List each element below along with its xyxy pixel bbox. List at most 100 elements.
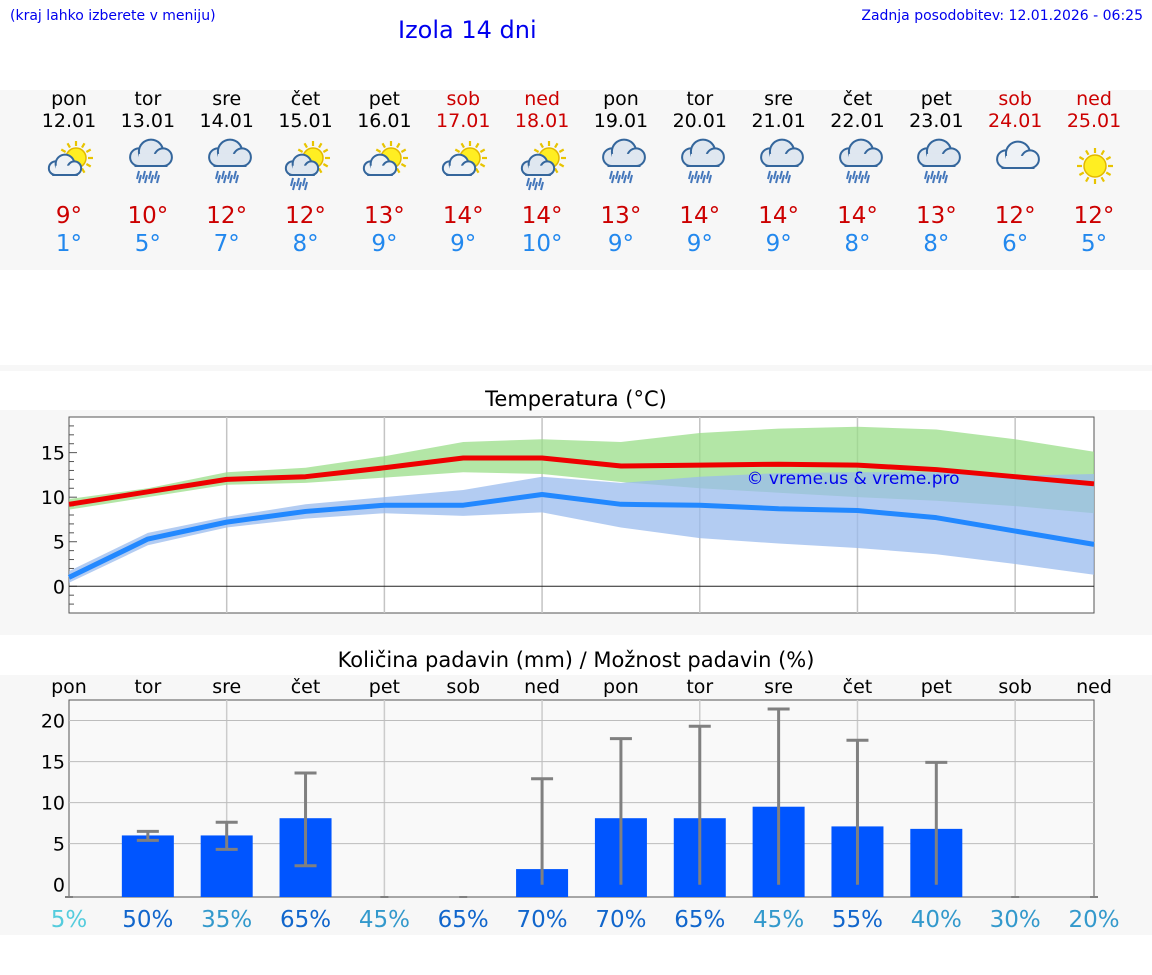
temp-max: 13° bbox=[600, 203, 642, 229]
rain-drop bbox=[141, 170, 146, 180]
min-temp-range bbox=[69, 472, 1094, 583]
rain-drop bbox=[865, 174, 870, 184]
day-date: 13.01 bbox=[120, 110, 176, 132]
sun-ray bbox=[1078, 171, 1085, 176]
sun-disc bbox=[1083, 154, 1107, 178]
temp-min: 8° bbox=[844, 231, 871, 257]
rain-drop bbox=[701, 174, 706, 184]
sun-ray bbox=[460, 142, 466, 149]
precip-probability: 55% bbox=[832, 907, 883, 933]
sun-ray bbox=[454, 148, 461, 153]
sun-ray bbox=[401, 148, 407, 153]
sun-ray bbox=[1078, 156, 1085, 161]
rain-drop bbox=[626, 170, 631, 180]
temp-max: 14° bbox=[679, 203, 721, 229]
rain-drop bbox=[220, 170, 225, 180]
rain-drop bbox=[155, 174, 160, 184]
day-column: ned 18.01 14° 10° bbox=[503, 88, 581, 258]
rain-cloud-icon bbox=[917, 138, 962, 184]
sun-ray bbox=[1105, 171, 1112, 176]
sun-ray bbox=[297, 148, 303, 153]
rain-drop bbox=[774, 174, 779, 184]
rain-drop bbox=[845, 170, 850, 180]
rain-drop bbox=[147, 170, 152, 180]
sun-ray bbox=[60, 148, 67, 153]
rain-drop bbox=[942, 170, 947, 180]
rain-drop bbox=[766, 170, 771, 180]
page-title: Izola 14 dni bbox=[398, 16, 537, 44]
day-name: sob bbox=[998, 88, 1032, 110]
day-column: sre 14.01 12° 7° bbox=[188, 88, 266, 258]
rain-drop bbox=[705, 170, 710, 180]
sun-ray bbox=[1085, 176, 1090, 183]
sun-ray bbox=[558, 148, 565, 153]
rain-drop bbox=[768, 174, 773, 184]
rain-drop bbox=[772, 170, 777, 180]
rain-drop bbox=[859, 174, 864, 184]
day-date: 25.01 bbox=[1066, 110, 1122, 132]
sun-ray bbox=[317, 167, 322, 174]
precip-bar bbox=[121, 835, 174, 897]
precip-probability: 65% bbox=[674, 907, 725, 933]
day-name: pet bbox=[368, 88, 400, 110]
rain-drop bbox=[620, 170, 625, 180]
cloud-part bbox=[449, 165, 469, 175]
temp-max: 10° bbox=[127, 203, 169, 229]
sun-icon bbox=[1077, 148, 1114, 184]
location-menu-hint[interactable]: (kraj lahko izberete v meniju) bbox=[10, 8, 216, 24]
rain-drop bbox=[301, 177, 306, 187]
rain-drop bbox=[693, 170, 698, 180]
temp-min: 1° bbox=[55, 231, 83, 257]
sun-ray bbox=[539, 142, 545, 149]
rain-cloud-icon bbox=[759, 138, 804, 184]
cloud-part bbox=[138, 153, 163, 166]
day-column: sob 24.01 12° 6° bbox=[976, 88, 1054, 258]
rain-cloud-icon bbox=[680, 138, 725, 184]
cloud-part bbox=[769, 153, 794, 166]
day-column: sre 21.01 14° 9° bbox=[740, 88, 818, 258]
rain-drop bbox=[689, 174, 694, 184]
sun-rain-icon bbox=[520, 141, 567, 191]
day-name: sob bbox=[446, 88, 481, 110]
rain-drop bbox=[707, 174, 712, 184]
sun-ray bbox=[1100, 176, 1105, 183]
day-column: sob 17.01 14° 9° bbox=[424, 88, 502, 258]
temperature-chart: 0 5 10 15 © vreme.us & vreme.pro bbox=[41, 416, 1095, 614]
precip-probability: 30% bbox=[990, 907, 1041, 933]
day-name: čet bbox=[290, 88, 321, 110]
day-column: ned 25.01 12° 5° bbox=[1055, 88, 1133, 258]
precip-probability: 45% bbox=[753, 907, 804, 933]
temp-max: 12° bbox=[994, 203, 1036, 229]
day-column: čet 15.01 12° 8° bbox=[267, 88, 345, 258]
sun-ray bbox=[85, 148, 92, 153]
precip-probability: 20% bbox=[1068, 907, 1119, 933]
rain-drop bbox=[784, 170, 789, 180]
day-date: 18.01 bbox=[514, 110, 570, 132]
rain-cloud-icon bbox=[128, 138, 173, 184]
precip-probability: 65% bbox=[438, 907, 489, 933]
temp-min: 8° bbox=[292, 231, 319, 257]
day-date: 21.01 bbox=[751, 110, 806, 132]
sun-cloud-icon bbox=[47, 141, 93, 177]
rain-drop bbox=[614, 170, 619, 180]
rain-drop bbox=[135, 170, 140, 180]
rain-drop bbox=[930, 170, 935, 180]
max-temp-line bbox=[68, 455, 1095, 507]
temp-max: 14° bbox=[442, 203, 484, 229]
rain-drop bbox=[137, 174, 142, 184]
rain-drop bbox=[853, 174, 858, 184]
day-date: 20.01 bbox=[672, 110, 727, 132]
sun-ray bbox=[475, 142, 480, 149]
rain-drop bbox=[526, 177, 531, 187]
cloud-part bbox=[611, 153, 637, 166]
sun-ray bbox=[480, 148, 486, 153]
temp-min: 9° bbox=[686, 231, 713, 257]
day-label: ned bbox=[1076, 676, 1112, 698]
rain-drop bbox=[778, 170, 783, 180]
sun-ray bbox=[85, 163, 92, 168]
cloud-part bbox=[927, 153, 952, 166]
precip-probability: 50% bbox=[122, 907, 173, 933]
rain-drop bbox=[214, 170, 219, 180]
sun-ray bbox=[1100, 149, 1105, 156]
day-label: pet bbox=[921, 676, 952, 698]
